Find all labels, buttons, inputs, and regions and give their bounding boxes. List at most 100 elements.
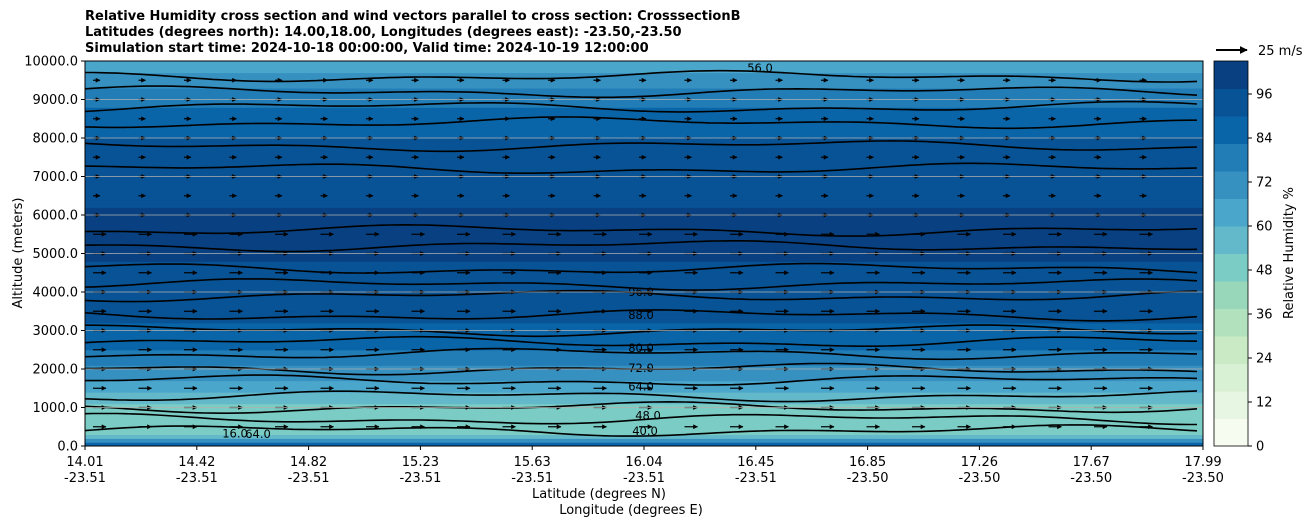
humidity-band: [85, 357, 1203, 362]
colorbar-segment: [1214, 418, 1248, 447]
contour-line: [85, 390, 1198, 403]
contour-label: 72.0: [628, 361, 654, 375]
humidity-band: [85, 426, 1203, 432]
y-tick-label: 8000.0: [33, 132, 79, 147]
x-tick-label-lon: -23.51: [288, 471, 330, 486]
x-tick-label-lon: -23.50: [1182, 471, 1224, 486]
humidity-band: [85, 238, 1203, 243]
x-tick-label-lat: 17.99: [1184, 455, 1221, 470]
x-tick-label-lat: 16.85: [849, 455, 886, 470]
humidity-band: [85, 126, 1203, 131]
humidity-band: [85, 288, 1203, 293]
humidity-band: [85, 315, 1203, 320]
y-tick-label: 7000.0: [33, 170, 79, 185]
humidity-band: [85, 422, 1203, 428]
colorbar-segment: [1214, 363, 1248, 392]
colorbar-tick-label: 72: [1256, 176, 1273, 191]
humidity-band: [85, 84, 1203, 89]
humidity-band: [85, 415, 1203, 420]
humidity-band: [85, 253, 1203, 258]
contour-line: [85, 335, 1198, 347]
humidity-band: [85, 168, 1203, 174]
contour-label: 56.0: [747, 61, 773, 75]
humidity-band: [85, 87, 1203, 93]
chart-title: Relative Humidity cross section and wind…: [85, 9, 741, 57]
humidity-band: [85, 361, 1203, 366]
humidity-band: [85, 164, 1203, 170]
humidity-band: [85, 64, 1203, 70]
contour-line: [85, 240, 1198, 253]
colorbar-segment: [1214, 88, 1248, 117]
contour-line: [85, 374, 1198, 386]
humidity-band: [85, 157, 1203, 162]
colorbar-frame: [1213, 60, 1249, 447]
contour-label: 80.0: [628, 341, 654, 355]
x-tick-label-lon: -23.51: [735, 471, 777, 486]
x-axis-label-2: Longitude (degrees E): [559, 503, 703, 518]
humidity-band: [85, 215, 1203, 220]
contour-line: [85, 412, 1197, 426]
colorbar-segment: [1214, 116, 1248, 144]
y-axis: 0.0 1000.0 2000.0 3000.0 4000.0 5000.0 6000.0 7…: [24, 55, 85, 455]
colorbar-segment: [1214, 281, 1248, 309]
humidity-band: [85, 345, 1203, 351]
humidity-band: [85, 326, 1203, 332]
humidity-band: [85, 141, 1203, 147]
humidity-band: [85, 68, 1203, 74]
colorbar-tick-label: 36: [1256, 308, 1273, 323]
humidity-band: [85, 103, 1203, 108]
humidity-band: [85, 99, 1203, 104]
x-tick-label-lat: 17.67: [1073, 455, 1110, 470]
humidity-band: [85, 442, 1203, 446]
contour-line: [85, 262, 1198, 274]
colorbar-segment: [1214, 171, 1248, 199]
colorbar-tick-label: 24: [1256, 352, 1273, 367]
humidity-band: [85, 107, 1203, 112]
humidity-band: [85, 395, 1203, 401]
x-tick-label-lat: 15.23: [402, 455, 439, 470]
humidity-band: [85, 188, 1203, 193]
y-tick-label: 0.0: [57, 440, 78, 455]
humidity-band: [85, 161, 1203, 166]
contour-line: [85, 223, 1198, 237]
humidity-band: [85, 295, 1203, 301]
humidity-band: [85, 349, 1203, 355]
y-tick-label: 5000.0: [33, 247, 79, 262]
contour-line: [85, 140, 1198, 153]
humidity-band: [85, 176, 1203, 181]
contour-line: [85, 162, 1198, 174]
x-tick-label-lon: -23.50: [847, 471, 889, 486]
humidity-band: [85, 257, 1203, 262]
humidity-band: [85, 303, 1203, 308]
humidity-band: [85, 430, 1203, 436]
humidity-band: [85, 311, 1203, 316]
humidity-band: [85, 365, 1203, 370]
humidity-band: [85, 230, 1203, 235]
humidity-band: [85, 218, 1203, 224]
colorbar-segment: [1214, 253, 1248, 282]
humidity-band: [85, 384, 1203, 389]
contour-label: 64.0: [245, 427, 271, 441]
x-tick-label-lat: 16.04: [625, 455, 662, 470]
colorbar-segment: [1214, 61, 1248, 89]
x-tick-label-lat: 15.63: [514, 455, 551, 470]
x-tick-label-lat: 17.26: [961, 455, 998, 470]
humidity-band: [85, 180, 1203, 185]
humidity-band: [85, 203, 1203, 208]
x-tick-label-lon: -23.50: [958, 471, 1000, 486]
humidity-band: [85, 268, 1203, 274]
humidity-band: [85, 149, 1203, 154]
humidity-band: [85, 280, 1203, 285]
colorbar-segment: [1214, 308, 1248, 337]
colorbar-tick-label: 60: [1256, 220, 1273, 235]
y-axis-label: Altitude (meters): [11, 198, 26, 309]
x-tick-label-lon: -23.51: [176, 471, 218, 486]
quiver-key-label: 25 m/s: [1258, 44, 1303, 59]
colorbar-segment: [1214, 143, 1248, 172]
contour-line: [85, 347, 1198, 361]
contour-label: 40.0: [632, 424, 658, 438]
x-tick-label-lon: -23.51: [399, 471, 441, 486]
x-tick-label-lat: 14.01: [66, 455, 103, 470]
humidity-band: [85, 249, 1203, 255]
humidity-band: [85, 222, 1203, 228]
